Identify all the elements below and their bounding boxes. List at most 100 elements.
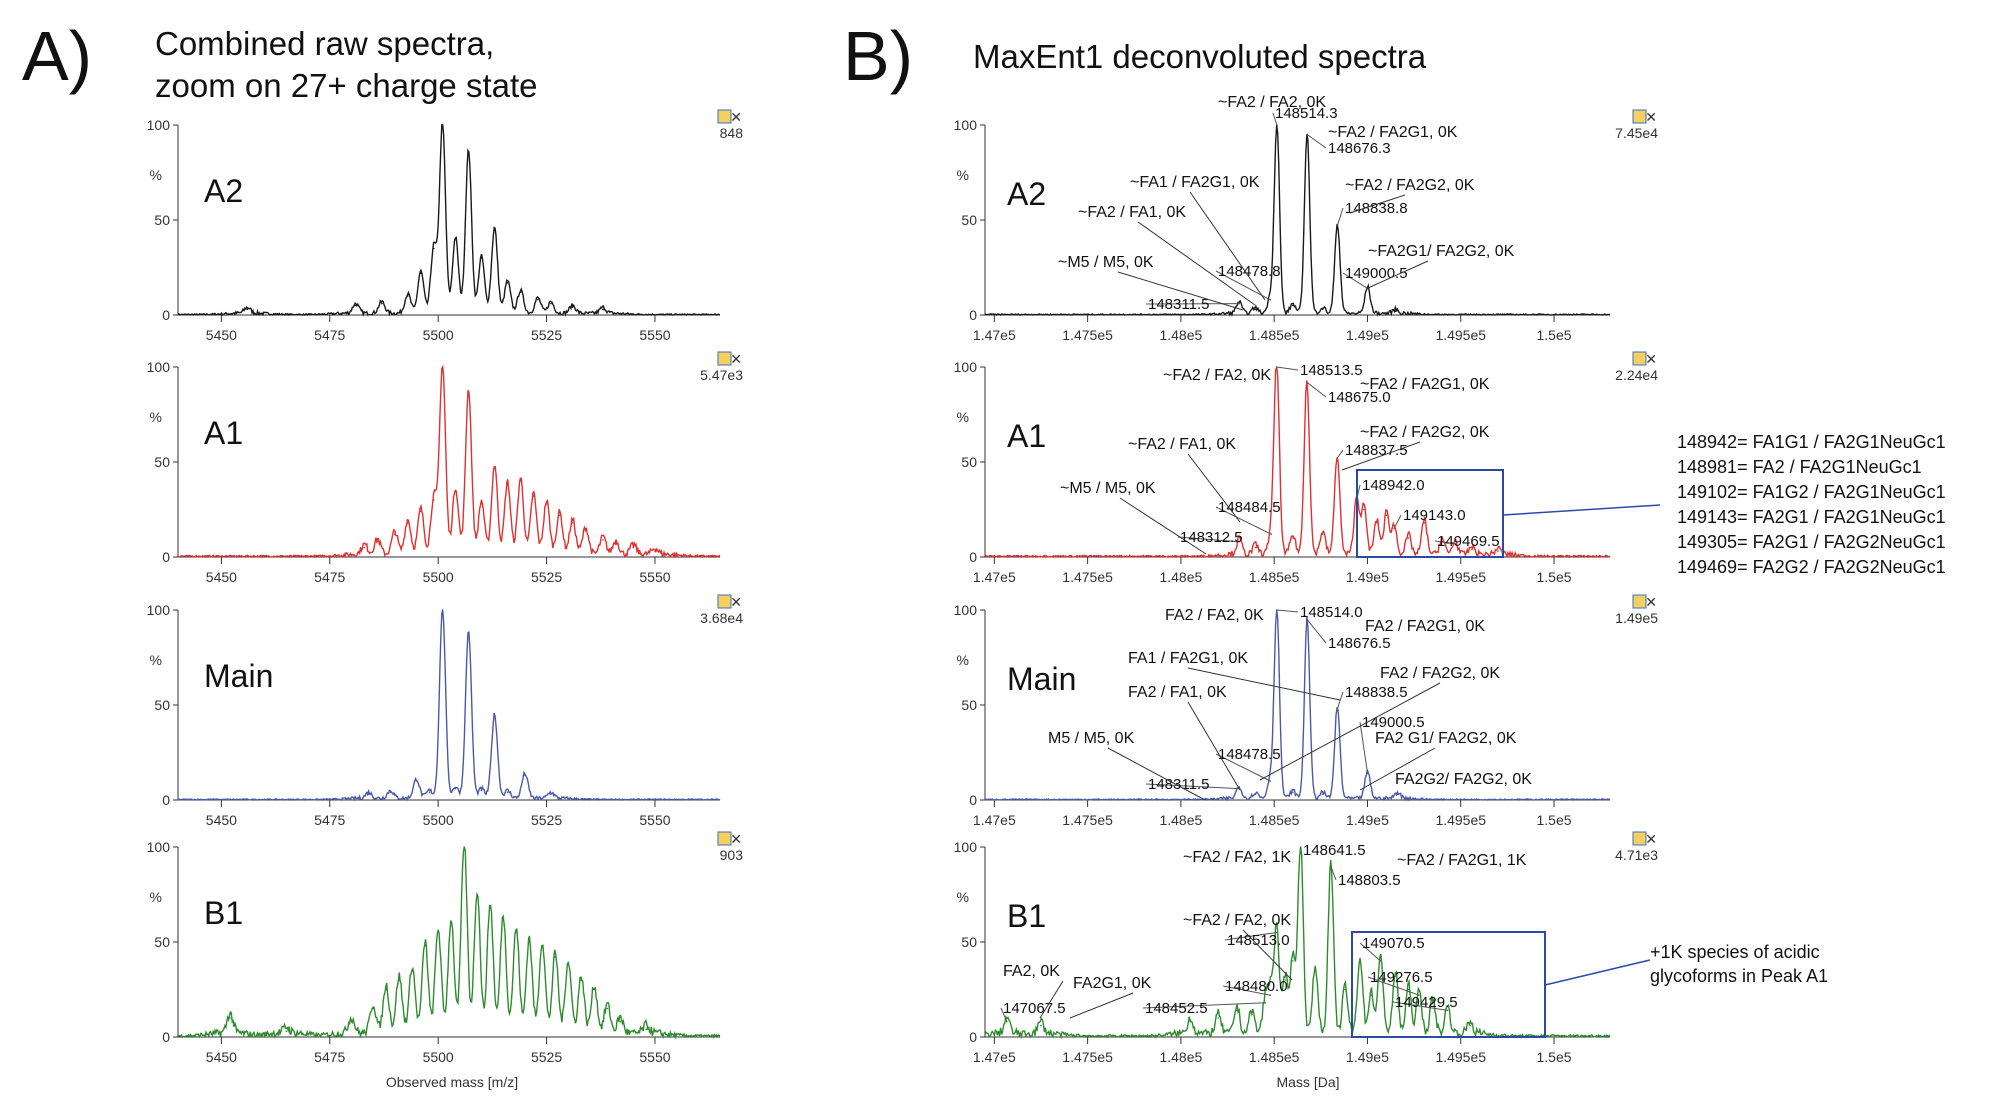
y-tick-label: 50	[961, 454, 977, 470]
link-icon[interactable]	[1632, 109, 1647, 124]
spectrum-name: Main	[1007, 661, 1076, 697]
peak-label-leader	[1367, 976, 1420, 996]
x-tick-label: 5550	[639, 1049, 670, 1065]
close-icon[interactable]: ✕	[730, 351, 742, 367]
x-tick-label: 5550	[639, 327, 670, 343]
intensity-scale: 4.71e3	[1615, 847, 1658, 863]
annotation-leader	[1349, 194, 1406, 214]
y-unit-label: %	[150, 889, 162, 905]
x-tick-label: 5450	[206, 812, 237, 828]
peak-label-leader	[1359, 721, 1369, 774]
close-icon[interactable]: ✕	[1645, 594, 1657, 610]
x-tick-label: 1.5e5	[1537, 1049, 1572, 1065]
x-tick-label: 1.47e5	[973, 1049, 1016, 1065]
close-icon[interactable]: ✕	[730, 109, 742, 125]
peak-point	[376, 541, 379, 543]
link-icon[interactable]	[717, 109, 732, 124]
x-tick-label: 1.485e5	[1249, 327, 1300, 343]
chart-a-a1: 0 50 100% 5450 5475 5500 5525 5550 A1 ✕5.47e3	[147, 351, 744, 585]
peak-point	[1394, 975, 1397, 977]
x-tick-label: 1.49e5	[1346, 569, 1389, 585]
y-tick-label: 50	[961, 212, 977, 228]
peak-point	[1407, 537, 1410, 539]
link-icon[interactable]	[1632, 594, 1647, 609]
x-tick-label: 5475	[314, 812, 345, 828]
intensity-scale: 3.68e4	[700, 610, 743, 626]
peak-point	[420, 510, 422, 513]
y-tick-label: 50	[961, 934, 977, 950]
peak-label-leader	[1222, 985, 1271, 996]
peak-point	[580, 979, 582, 981]
panel-b-title: MaxEnt1 deconvoluted spectra	[973, 38, 1427, 75]
link-icon[interactable]	[717, 351, 732, 366]
close-icon[interactable]: ✕	[1645, 351, 1657, 367]
glycoform-annotation: ~FA2 / FA1, 0K	[1128, 436, 1236, 453]
peak-point	[602, 308, 604, 311]
peak-mass-label: 149000.5	[1362, 714, 1425, 731]
box-b1-connector	[1544, 959, 1651, 986]
peak-point	[480, 257, 483, 259]
peak-label-leader	[1276, 609, 1299, 613]
glycoform-annotation: FA2 / FA2, 0K	[1165, 607, 1264, 624]
x-tick-label: 1.485e5	[1249, 812, 1300, 828]
peak-point	[593, 988, 596, 991]
glycoform-annotation: ~FA2 / FA2G2, 0K	[1360, 424, 1490, 441]
link-icon[interactable]	[1632, 831, 1647, 846]
peak-point	[1284, 979, 1287, 981]
x-tick-label: 1.485e5	[1249, 569, 1300, 585]
x-tick-label: 5550	[639, 812, 670, 828]
peak-mass-label: 147067.5	[1003, 1000, 1066, 1017]
glycoform-mass-assignment: 149102= FA1G2 / FA2G1NeuGc1	[1677, 482, 1946, 502]
peak-point	[1292, 304, 1294, 307]
peak-mass-label: 148837.5	[1345, 442, 1408, 459]
close-icon[interactable]: ✕	[1645, 109, 1657, 125]
peak-point	[654, 550, 656, 553]
spectrum-trace	[178, 609, 721, 802]
link-icon[interactable]	[717, 831, 732, 846]
peak-point	[407, 522, 409, 524]
link-icon[interactable]	[1632, 351, 1647, 366]
peak-mass-label: 148838.5	[1345, 684, 1408, 701]
peak-mass-label: 148641.5	[1303, 842, 1366, 859]
y-tick-label: 100	[954, 359, 978, 375]
peak-point	[1370, 994, 1372, 996]
peak-label-leader	[1142, 1002, 1266, 1009]
glycoform-annotation: FA1 / FA2G1, 0K	[1128, 650, 1248, 667]
peak-mass-label: 148513.0	[1227, 932, 1290, 949]
x-tick-label: 1.47e5	[973, 812, 1016, 828]
peak-point	[229, 1017, 231, 1019]
peak-point	[1236, 1009, 1238, 1012]
peak-mass-label: 148838.8	[1345, 200, 1408, 217]
link-icon[interactable]	[717, 594, 732, 609]
close-icon[interactable]: ✕	[730, 831, 742, 847]
y-tick-label: 0	[162, 307, 170, 323]
peak-point	[1469, 1024, 1471, 1027]
peak-mass-label: 149070.5	[1362, 935, 1425, 952]
peak-point	[480, 789, 483, 792]
peak-label-leader	[1336, 207, 1344, 226]
peak-point	[285, 1030, 288, 1033]
x-tick-label: 1.47e5	[973, 327, 1016, 343]
peak-label-leader	[1434, 540, 1456, 545]
peak-point	[506, 791, 509, 794]
x-tick-label: 5475	[314, 569, 345, 585]
annotation-leader	[1189, 191, 1266, 301]
close-icon[interactable]: ✕	[1645, 831, 1657, 847]
x-tick-label: 1.5e5	[1537, 812, 1572, 828]
x-tick-label: 5550	[639, 569, 670, 585]
x-tick-label: 5525	[531, 327, 562, 343]
intensity-scale: 7.45e4	[1615, 125, 1658, 141]
peak-mass-label: 148311.5	[1148, 296, 1209, 313]
peak-mass-label: 148803.5	[1338, 872, 1401, 889]
peak-point	[571, 306, 574, 309]
glycoform-annotation: ~FA2 / FA2G2, 0K	[1345, 177, 1475, 194]
chart-b-main: 0 50 100% 1.47e5 1.475e5 1.48e5 1.485e5 1.49e5 1…	[954, 594, 1659, 828]
glycoform-annotation: ~FA2 / FA2, 0K	[1163, 367, 1271, 384]
peak-label-leader	[1306, 134, 1327, 149]
close-icon[interactable]: ✕	[730, 594, 742, 610]
y-unit-label: %	[150, 167, 162, 183]
peak-point	[493, 715, 496, 718]
y-tick-label: 0	[162, 1029, 170, 1045]
peak-point	[1040, 1024, 1042, 1027]
y-tick-label: 50	[154, 212, 170, 228]
